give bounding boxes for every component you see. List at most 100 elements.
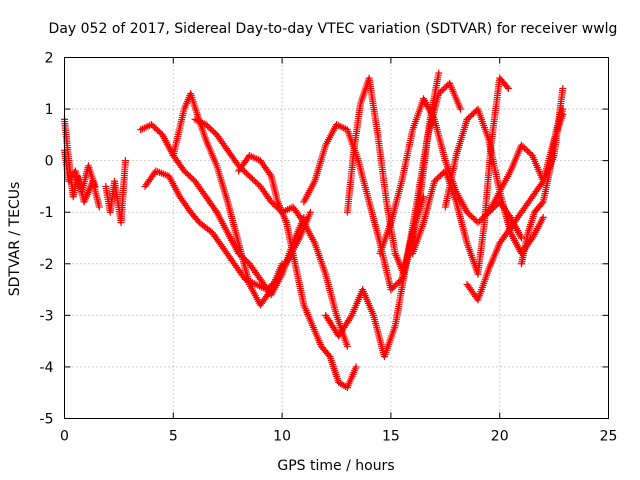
data-point	[468, 111, 476, 119]
x-tick-label: 20	[491, 429, 509, 445]
y-tick-labels: -5 -4 -3 -2 -1 0 1 2	[40, 51, 54, 428]
data-point	[182, 168, 190, 176]
data-point	[352, 363, 360, 371]
data-point	[250, 177, 258, 185]
data-point	[538, 199, 546, 207]
data-point	[266, 283, 274, 291]
data-point	[435, 173, 443, 181]
y-tick-label: -4	[40, 360, 54, 376]
data-point	[270, 201, 278, 209]
data-point	[242, 169, 250, 177]
y-tick-label: -2	[40, 257, 54, 273]
data-point	[210, 128, 218, 136]
data-point	[185, 171, 193, 179]
series-17	[517, 105, 567, 268]
series-8	[235, 151, 360, 392]
data-point	[271, 278, 279, 286]
data-point	[390, 283, 398, 291]
data-point	[343, 342, 351, 350]
x-tick-labels: 0 5 10 15 20 25	[60, 429, 617, 445]
data-point	[469, 214, 477, 222]
data-point	[392, 281, 400, 289]
data-point	[306, 208, 314, 216]
data-point	[154, 126, 162, 134]
data-point	[180, 167, 188, 175]
data-point	[152, 125, 160, 133]
data-point	[463, 115, 471, 123]
data-point	[435, 69, 443, 77]
data-point	[91, 182, 99, 190]
data-point	[474, 219, 482, 227]
data-point	[466, 211, 474, 219]
data-point	[205, 123, 213, 131]
x-axis-label: GPS time / hours	[277, 458, 394, 474]
data-point	[186, 173, 194, 181]
data-point	[202, 121, 210, 129]
data-point	[539, 213, 547, 221]
data-point	[521, 144, 529, 152]
data-point	[443, 82, 451, 90]
data-point	[387, 286, 395, 294]
data-point	[438, 87, 446, 95]
data-point	[559, 105, 567, 113]
data-point	[430, 177, 438, 185]
data-point	[393, 280, 401, 288]
data-point	[517, 141, 525, 149]
data-point	[151, 123, 159, 131]
x-tick-label: 0	[60, 429, 69, 445]
data-point	[477, 216, 485, 224]
data-point	[468, 213, 476, 221]
data-point	[466, 112, 474, 120]
series-3	[102, 157, 129, 227]
data-point	[465, 114, 473, 122]
data-point	[504, 84, 512, 92]
data-point	[267, 198, 275, 206]
data-point	[155, 128, 163, 136]
data-point	[395, 278, 403, 286]
x-tick-label: 10	[273, 429, 291, 445]
data-points	[61, 69, 567, 392]
data-point	[95, 203, 103, 211]
data-point	[517, 234, 525, 242]
y-tick-label: -3	[40, 308, 54, 324]
data-point	[469, 109, 477, 117]
data-point	[439, 85, 447, 93]
data-point	[463, 208, 471, 216]
data-point	[519, 143, 527, 151]
data-point	[432, 176, 440, 184]
data-point	[121, 157, 129, 165]
data-point	[264, 284, 272, 292]
series-7	[191, 115, 351, 350]
y-tick-label: -1	[40, 205, 54, 221]
y-axis-label: SDTVAR / TECUs	[7, 182, 23, 297]
series-11	[343, 69, 443, 278]
data-point	[247, 174, 255, 182]
data-point	[438, 170, 446, 178]
data-point	[524, 147, 532, 155]
data-point	[465, 210, 473, 218]
data-point	[559, 84, 567, 92]
data-point	[207, 125, 215, 133]
data-point	[269, 280, 277, 288]
data-point	[527, 236, 535, 244]
data-point	[266, 170, 274, 178]
data-point	[244, 171, 252, 179]
y-tick-label: -5	[40, 412, 54, 428]
data-point	[471, 216, 479, 224]
x-tick-label: 25	[600, 429, 618, 445]
data-point	[263, 286, 271, 294]
data-point	[388, 284, 396, 292]
data-point	[268, 281, 276, 289]
data-point	[347, 313, 355, 321]
data-point	[525, 149, 533, 157]
data-point	[475, 217, 483, 225]
data-point	[252, 178, 260, 186]
data-point	[149, 122, 157, 130]
data-point	[188, 174, 196, 182]
data-point	[503, 83, 511, 91]
data-point	[434, 174, 442, 182]
series-2	[61, 146, 99, 196]
y-tick-label: 2	[45, 51, 54, 67]
x-tick-label: 5	[169, 429, 178, 445]
data-point	[441, 84, 449, 92]
